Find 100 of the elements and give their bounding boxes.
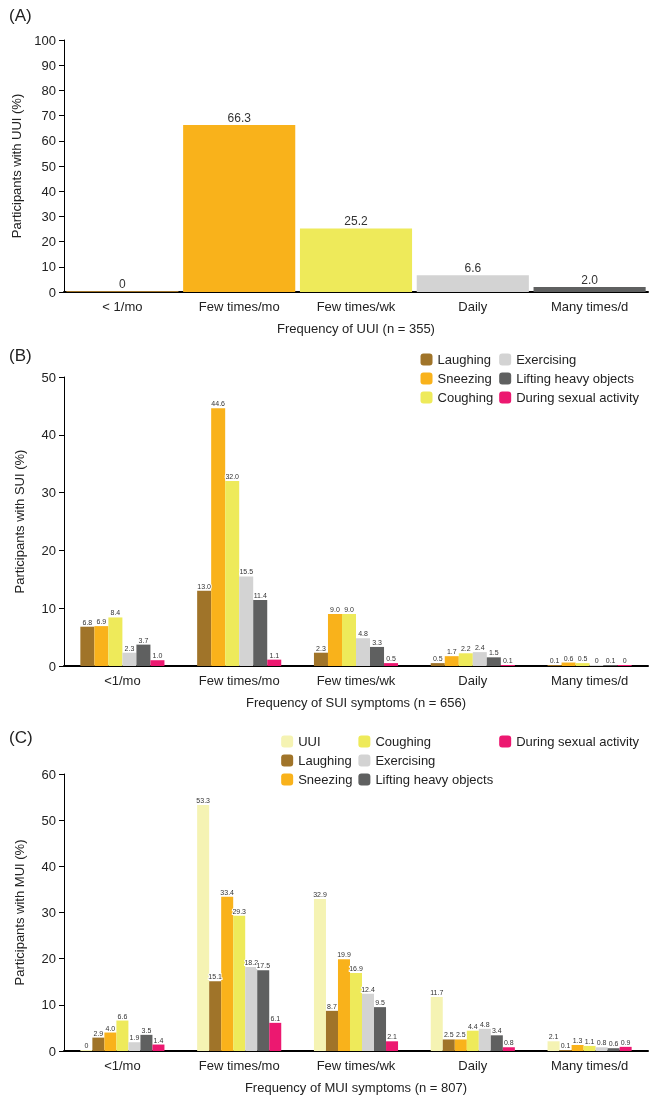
bar [454, 1039, 467, 1051]
x-tick-label: Few times/wk [316, 299, 396, 314]
x-tick-label: Few times/mo [198, 1058, 280, 1073]
legend-label: Sneezing [298, 772, 353, 787]
y-tick-label: 50 [41, 158, 56, 174]
legend-label: UUI [298, 734, 321, 749]
bar [257, 970, 270, 1051]
x-tick-label: Many times/d [550, 299, 629, 314]
bar [233, 915, 246, 1051]
bar [595, 1047, 608, 1051]
bar [337, 959, 350, 1051]
bar [80, 626, 95, 666]
y-tick-label: 20 [41, 951, 56, 967]
bar [341, 613, 356, 666]
y-tick-label: 20 [41, 234, 56, 250]
chart-title: (B) [9, 346, 32, 365]
bar [136, 644, 151, 666]
bar [128, 1042, 141, 1051]
y-axis-title: Participants with UUI (%) [9, 93, 25, 239]
bar [430, 663, 445, 666]
y-tick-label: 60 [41, 133, 56, 149]
bar [104, 1032, 117, 1051]
bar [490, 1035, 503, 1051]
y-tick-label: 30 [41, 905, 56, 920]
bar [444, 656, 459, 666]
y-tick-label: 40 [41, 183, 56, 199]
data-label: 0 [119, 277, 127, 291]
bar [122, 652, 137, 666]
chart-title: (A) [9, 6, 32, 25]
bar [349, 972, 363, 1051]
bar [313, 899, 326, 1051]
y-tick-label: 80 [41, 82, 56, 98]
y-tick-label: 0 [48, 1043, 56, 1059]
data-label: 6.6 [464, 261, 482, 276]
bar [183, 124, 296, 292]
bar [221, 896, 234, 1051]
x-tick-label: Daily [458, 673, 488, 688]
bar [547, 1041, 560, 1051]
bar [362, 993, 375, 1051]
data-label: 2.0 [581, 272, 599, 287]
bar [356, 638, 371, 666]
x-axis-title: Frequency of MUI symptoms (n = 807) [244, 1080, 468, 1095]
y-tick-label: 20 [41, 542, 56, 558]
bar [478, 1028, 491, 1051]
bar [197, 804, 210, 1051]
bar [239, 576, 254, 666]
bar [607, 1048, 620, 1051]
bar [442, 1039, 455, 1051]
chart-title: (C) [9, 728, 33, 747]
bar [150, 660, 165, 666]
bar [571, 1045, 584, 1051]
x-tick-label: <1/mo [104, 673, 141, 688]
bar [458, 653, 473, 666]
x-tick-label: Daily [458, 1058, 488, 1073]
bar [466, 1030, 479, 1051]
x-axis-title: Frequency of SUI symptoms (n = 656) [245, 695, 467, 710]
legend-label: Coughing [375, 734, 432, 749]
y-tick-label: 0 [48, 284, 56, 300]
x-tick-label: Few times/mo [198, 673, 280, 688]
bar [209, 981, 222, 1051]
y-tick-label: 40 [41, 858, 56, 874]
bar [245, 966, 258, 1051]
bar [116, 1020, 129, 1051]
y-tick-label: 30 [41, 208, 56, 224]
y-tick-label: 60 [41, 766, 56, 782]
bar [386, 1041, 399, 1051]
y-axis-title: Participants with SUI (%) [12, 449, 27, 594]
x-tick-label: < 1/mo [102, 299, 143, 314]
bar [430, 996, 443, 1051]
x-axis-title: Frequency of UUI (n = 355) [277, 321, 435, 336]
bar [152, 1044, 165, 1051]
bar [502, 1047, 515, 1051]
bar [211, 408, 226, 666]
x-tick-label: <1/mo [104, 1058, 141, 1073]
bar [416, 275, 529, 292]
bar [325, 1010, 338, 1051]
data-label: 25.2 [344, 214, 368, 229]
bar [313, 652, 328, 666]
y-tick-label: 10 [41, 600, 56, 616]
legend-label: Sneezing [437, 371, 492, 386]
y-tick-label: 10 [41, 997, 56, 1013]
legend-label: During sexual activity [516, 390, 640, 405]
bar [384, 663, 399, 666]
bar [267, 659, 282, 666]
legend-label: Lifting heavy objects [375, 772, 494, 787]
y-tick-label: 0 [48, 658, 56, 674]
bar [140, 1034, 153, 1051]
y-tick-label: 90 [41, 57, 56, 73]
legend-label: Exercising [516, 352, 577, 367]
bar [225, 481, 240, 666]
y-tick-label: 100 [34, 32, 56, 48]
bar [94, 626, 109, 666]
bar [619, 1046, 632, 1051]
bar [108, 617, 123, 666]
x-tick-label: Few times/wk [316, 1058, 396, 1073]
x-tick-label: Many times/d [550, 1058, 629, 1073]
y-tick-label: 40 [41, 427, 56, 443]
bar [92, 1037, 105, 1051]
legend-label: During sexual activity [516, 734, 640, 749]
legend-label: Lifting heavy objects [516, 371, 635, 386]
